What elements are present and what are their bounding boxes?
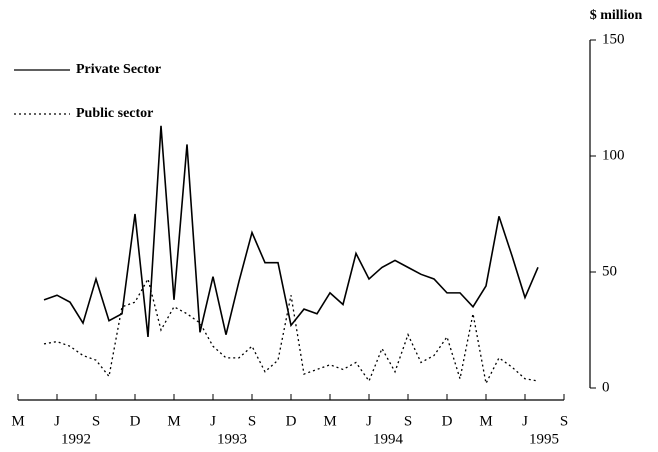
- x-tick-label: S: [248, 413, 256, 429]
- x-tick-label: S: [92, 413, 100, 429]
- x-tick-label: J: [522, 413, 528, 429]
- x-tick-label: D: [442, 413, 453, 429]
- y-tick-label: 100: [602, 147, 625, 163]
- year-label: 1995: [529, 431, 559, 447]
- x-tick-label: M: [323, 413, 336, 429]
- y-tick-label: 50: [602, 263, 617, 279]
- y-tick-label: 0: [602, 379, 610, 395]
- x-tick-label: M: [167, 413, 180, 429]
- x-tick-label: M: [11, 413, 24, 429]
- legend-label: Private Sector: [76, 62, 161, 77]
- y-tick-label: 150: [602, 31, 625, 47]
- x-tick-label: J: [54, 413, 60, 429]
- x-tick-label: M: [479, 413, 492, 429]
- year-label: 1994: [373, 431, 404, 447]
- x-tick-label: J: [366, 413, 372, 429]
- series-line: [43, 277, 539, 386]
- year-label: 1993: [217, 431, 247, 447]
- x-tick-label: D: [130, 413, 141, 429]
- legend-label: Public sector: [76, 106, 153, 121]
- y-axis-label: $ million: [590, 8, 643, 23]
- x-tick-label: S: [404, 413, 412, 429]
- year-label: 1992: [61, 431, 91, 447]
- x-tick-label: J: [210, 413, 216, 429]
- x-tick-label: D: [286, 413, 297, 429]
- series-line: [43, 125, 539, 338]
- x-tick-label: S: [560, 413, 568, 429]
